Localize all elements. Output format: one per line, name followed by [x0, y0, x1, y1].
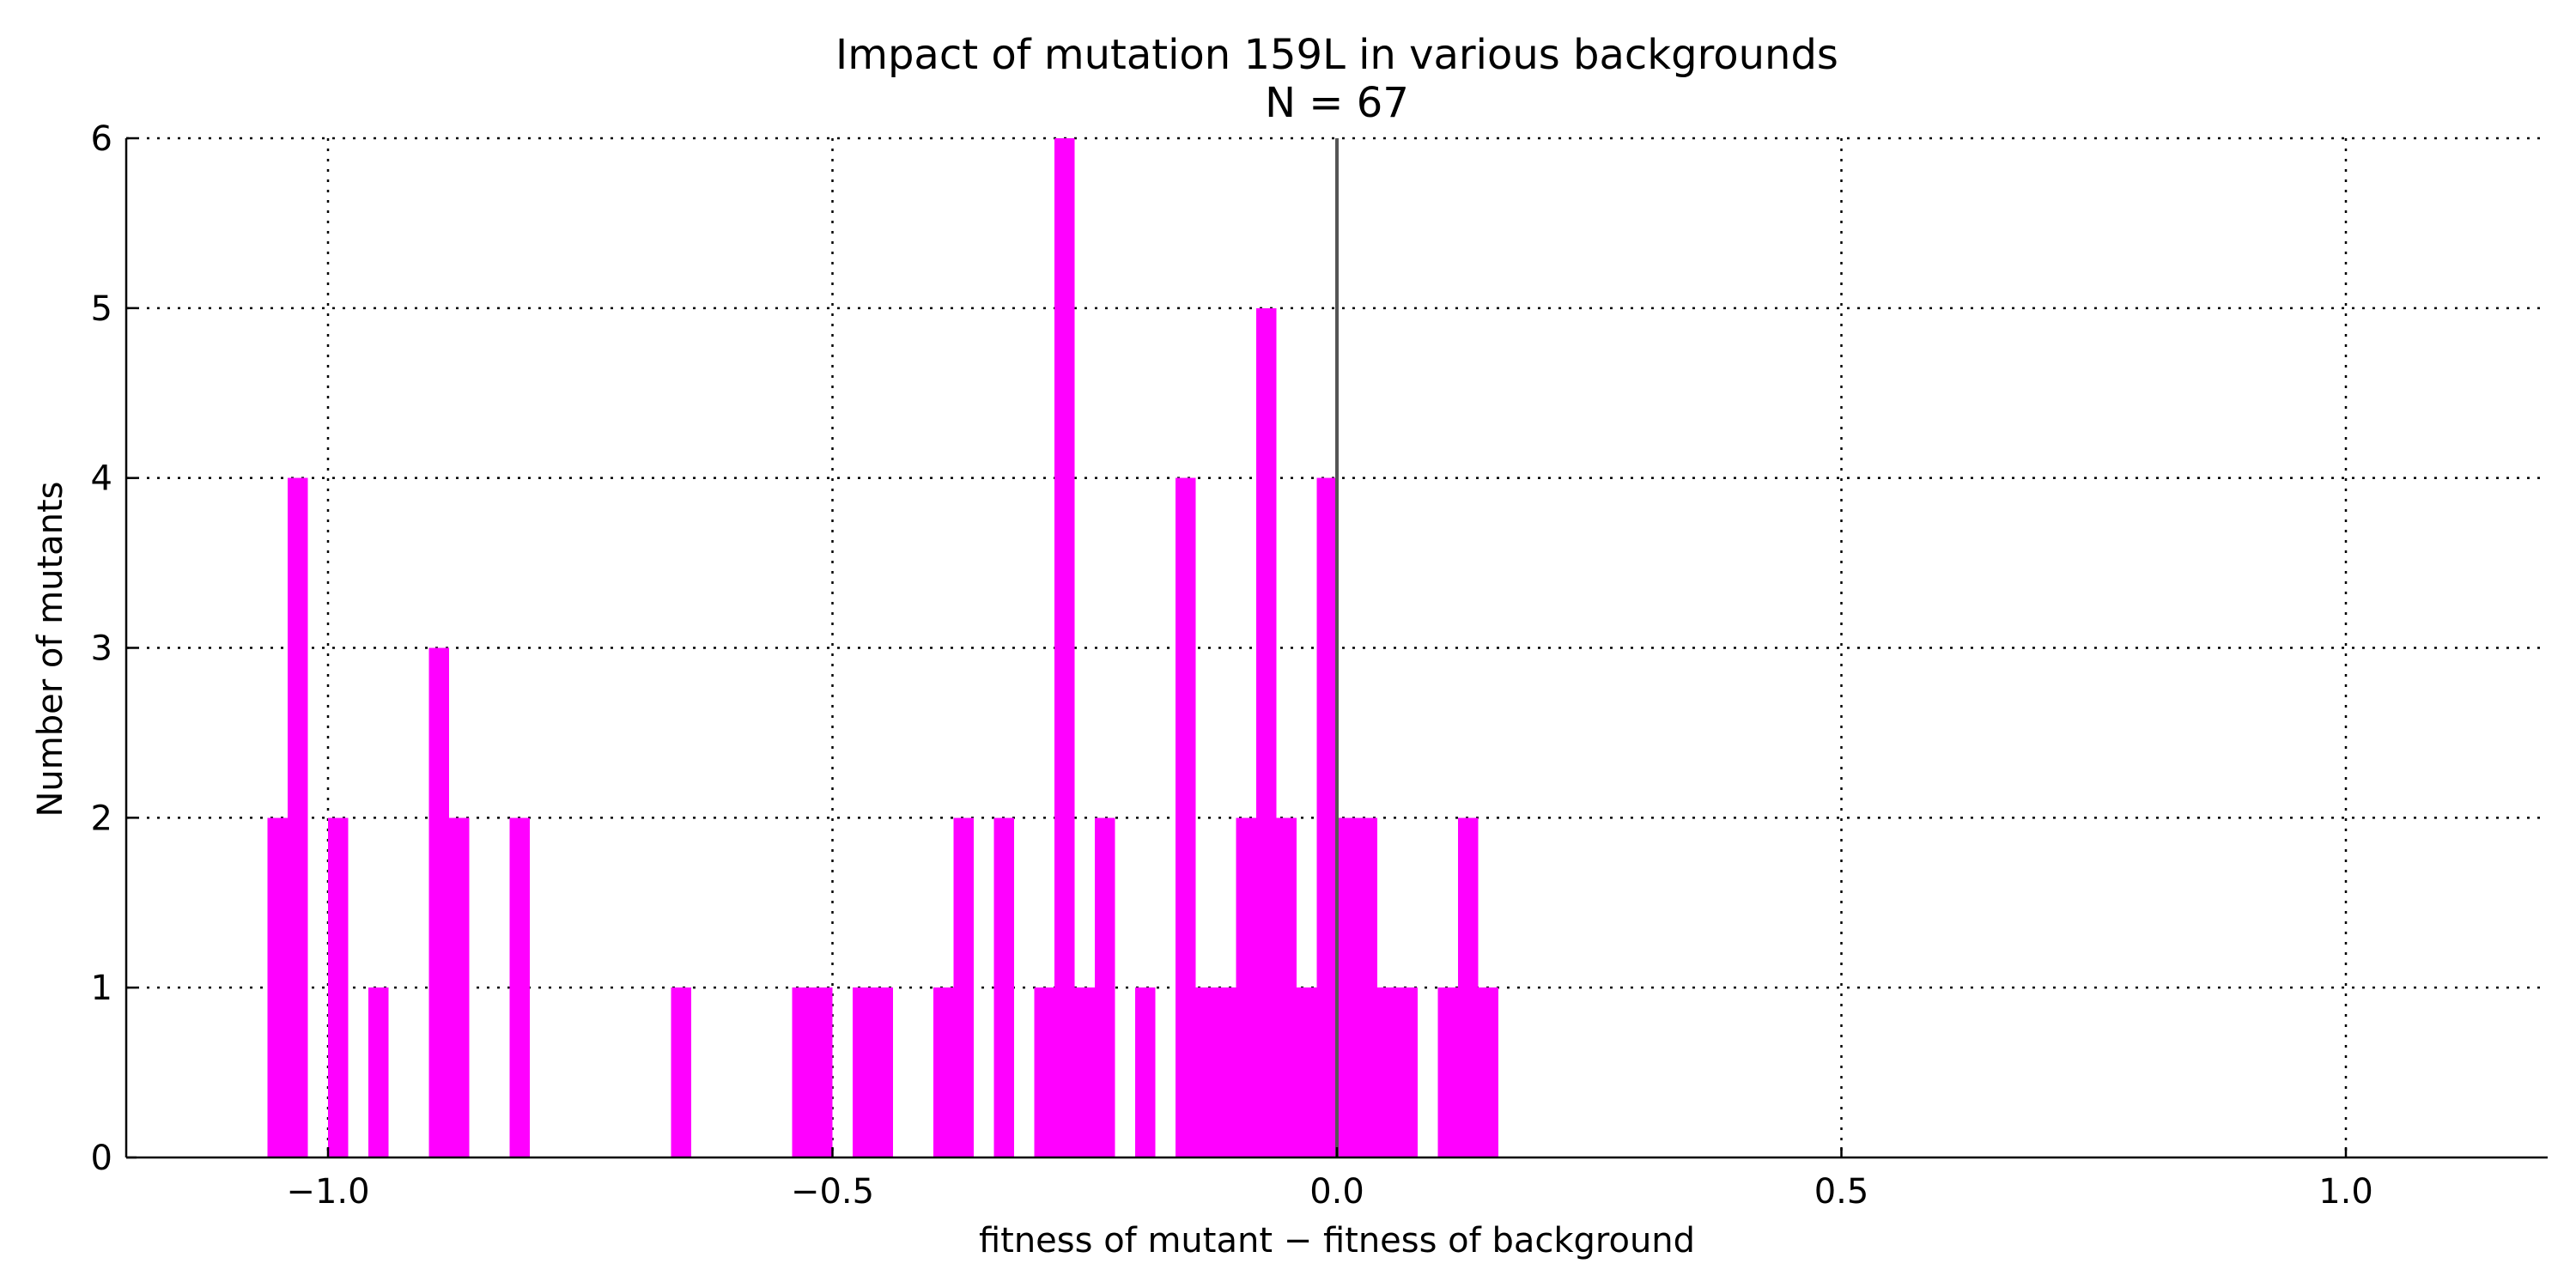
y-tick-label: 0: [91, 1139, 112, 1178]
chart-subtitle: N = 67: [1265, 79, 1409, 127]
histogram-bar: [872, 987, 893, 1157]
x-axis-label: fitness of mutant − fitness of backgroun…: [979, 1221, 1695, 1261]
histogram-bar: [328, 817, 349, 1157]
histogram-bar: [1316, 477, 1337, 1157]
histogram-bars: [267, 138, 1498, 1157]
y-axis-ticks: 0 1 2 3 4 5 6: [91, 119, 137, 1178]
histogram-bar: [1458, 817, 1479, 1157]
histogram-bar: [1176, 477, 1196, 1157]
histogram-bar: [1276, 817, 1297, 1157]
histogram-bar: [853, 987, 873, 1157]
x-tick-label: 0.5: [1814, 1172, 1869, 1212]
y-tick-label: 1: [91, 969, 112, 1008]
y-tick-label: 3: [91, 629, 112, 669]
histogram-bar: [1478, 987, 1498, 1157]
histogram-bar: [1195, 987, 1216, 1157]
histogram-bar: [1256, 307, 1277, 1157]
histogram-bar: [1357, 817, 1377, 1157]
histogram-bar: [1054, 138, 1075, 1157]
histogram-bar: [792, 987, 812, 1157]
histogram-bar: [509, 817, 530, 1157]
histogram-bar: [1034, 987, 1054, 1157]
x-tick-label: 0.0: [1309, 1172, 1364, 1212]
histogram-bar: [1437, 987, 1458, 1157]
x-tick-label: −1.0: [286, 1172, 369, 1212]
histogram-bar: [953, 817, 974, 1157]
histogram-bar: [428, 647, 449, 1157]
x-axis-ticks: −1.0 −0.5 0.0 0.5 1.0: [286, 1147, 2373, 1212]
histogram-bar: [449, 817, 470, 1157]
histogram-bar: [267, 817, 288, 1157]
y-tick-label: 5: [91, 289, 112, 329]
histogram-bar: [812, 987, 833, 1157]
y-tick-label: 2: [91, 799, 112, 838]
x-tick-label: −0.5: [791, 1172, 874, 1212]
histogram-bar: [288, 477, 308, 1157]
histogram-bar: [1377, 987, 1398, 1157]
histogram-bar: [1337, 817, 1358, 1157]
y-tick-label: 6: [91, 119, 112, 159]
histogram-bar: [1216, 987, 1236, 1157]
histogram-bar: [368, 987, 389, 1157]
histogram-bar: [1236, 817, 1256, 1157]
histogram-bar: [1095, 817, 1115, 1157]
histogram-bar: [993, 817, 1014, 1157]
y-axis-label: Number of mutants: [31, 481, 70, 817]
histogram-bar: [933, 987, 954, 1157]
histogram-bar: [1297, 987, 1317, 1157]
chart-title: Impact of mutation 159L in various backg…: [835, 31, 1838, 79]
histogram-bar: [1074, 987, 1095, 1157]
histogram-bar: [671, 987, 691, 1157]
x-tick-label: 1.0: [2318, 1172, 2373, 1212]
y-tick-label: 4: [91, 459, 112, 499]
histogram-bar: [1397, 987, 1418, 1157]
histogram-bar: [1135, 987, 1156, 1157]
